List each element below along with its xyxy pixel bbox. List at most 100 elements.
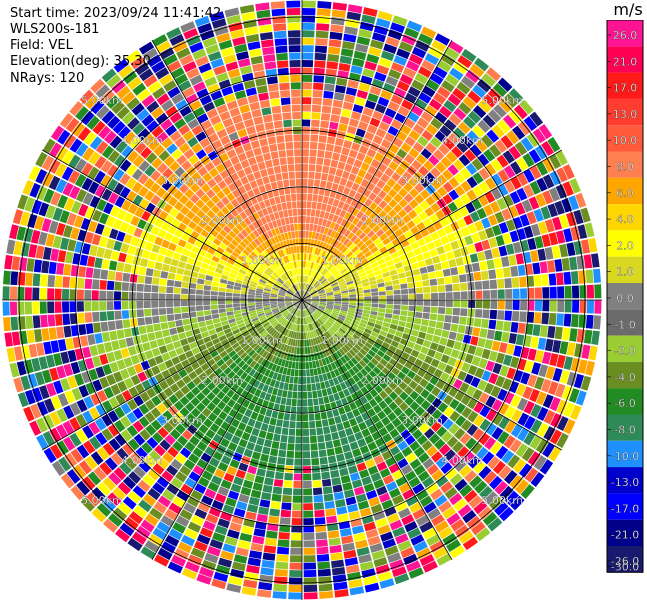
- range-gate: [287, 390, 293, 399]
- range-gate: [159, 47, 175, 60]
- range-gate: [312, 330, 317, 338]
- range-gate: [328, 328, 336, 335]
- range-gate: [554, 259, 563, 272]
- range-gate: [164, 232, 174, 242]
- range-gate: [348, 253, 356, 261]
- range-gate: [201, 470, 213, 481]
- range-gate: [531, 362, 541, 375]
- range-gate: [503, 194, 514, 207]
- range-gate: [211, 194, 221, 204]
- range-gate: [255, 302, 263, 305]
- range-gate: [381, 416, 391, 426]
- range-gate: [399, 74, 413, 85]
- range-gate: [298, 290, 302, 298]
- range-gate: [194, 240, 203, 249]
- range-gate: [321, 234, 327, 242]
- range-gate: [445, 284, 453, 292]
- range-gate: [331, 431, 340, 441]
- range-gate: [306, 384, 312, 392]
- range-gate: [359, 469, 370, 479]
- range-gate: [314, 509, 325, 518]
- range-gate: [279, 326, 285, 333]
- range-gate: [235, 279, 243, 284]
- range-gate: [261, 208, 269, 216]
- range-gate: [53, 380, 64, 394]
- range-gate: [139, 429, 151, 441]
- range-gate: [314, 52, 327, 61]
- range-gate: [325, 321, 332, 328]
- range-gate: [218, 334, 227, 342]
- range-gate: [214, 251, 223, 259]
- range-gate: [120, 415, 132, 428]
- range-gate: [379, 578, 395, 589]
- range-gate: [552, 216, 563, 231]
- range-gate: [294, 293, 300, 299]
- range-gate: [362, 285, 371, 290]
- range-gate: [284, 232, 289, 240]
- range-gate: [409, 440, 421, 452]
- range-gate: [271, 410, 279, 419]
- range-gate: [274, 471, 284, 480]
- range-gate: [498, 98, 513, 113]
- range-gate: [90, 451, 104, 465]
- range-gate: [227, 314, 235, 320]
- range-gate: [49, 427, 62, 443]
- range-gate: [278, 187, 285, 196]
- range-gate: [477, 153, 490, 167]
- range-gate: [445, 73, 460, 87]
- range-gate: [303, 283, 305, 290]
- range-gate: [212, 318, 221, 324]
- range-gate: [578, 270, 587, 284]
- range-gate: [548, 154, 562, 169]
- range-gate: [219, 283, 227, 288]
- range-gate: [314, 345, 319, 353]
- range-gate: [218, 300, 225, 305]
- range-gate: [343, 238, 350, 246]
- range-gate: [348, 339, 356, 346]
- range-gate: [309, 156, 317, 165]
- range-gate: [427, 348, 436, 358]
- range-gate: [312, 296, 319, 299]
- range-gate: [478, 465, 492, 480]
- range-gate: [562, 164, 575, 180]
- range-gate: [364, 392, 374, 402]
- range-gate: [143, 292, 151, 300]
- range-gate: [119, 462, 132, 475]
- range-gate: [521, 199, 533, 213]
- range-gate: [367, 321, 375, 327]
- range-gate: [367, 441, 378, 451]
- range-gate: [397, 371, 406, 381]
- range-gate: [347, 283, 355, 288]
- range-gate: [515, 334, 525, 346]
- range-gate: [267, 424, 276, 433]
- range-gate: [96, 390, 108, 403]
- range-gate: [298, 230, 302, 238]
- range-gate: [568, 388, 580, 403]
- range-gate: [100, 321, 109, 332]
- range-gate: [311, 270, 315, 277]
- range-gate: [312, 262, 316, 270]
- range-gate: [304, 317, 308, 325]
- range-gate: [247, 297, 255, 300]
- range-gate: [317, 568, 331, 577]
- range-gate: [408, 176, 419, 187]
- range-gate: [78, 460, 92, 475]
- range-gate: [370, 233, 379, 242]
- range-gate: [233, 289, 241, 294]
- range-gate: [63, 263, 72, 276]
- range-gate: [547, 203, 558, 218]
- range-gate: [337, 263, 344, 270]
- range-gate: [161, 470, 174, 483]
- range-gate: [313, 179, 321, 187]
- range-gate: [536, 391, 547, 406]
- range-gate: [502, 114, 517, 129]
- range-gate: [342, 41, 355, 50]
- range-gate: [206, 324, 215, 331]
- colorbar-segment: [607, 361, 643, 389]
- range-gate: [63, 134, 77, 149]
- range-gate: [332, 310, 340, 314]
- range-gate: [406, 220, 416, 229]
- range-gate: [247, 300, 255, 303]
- range-gate: [211, 396, 221, 406]
- range-gate: [50, 248, 60, 262]
